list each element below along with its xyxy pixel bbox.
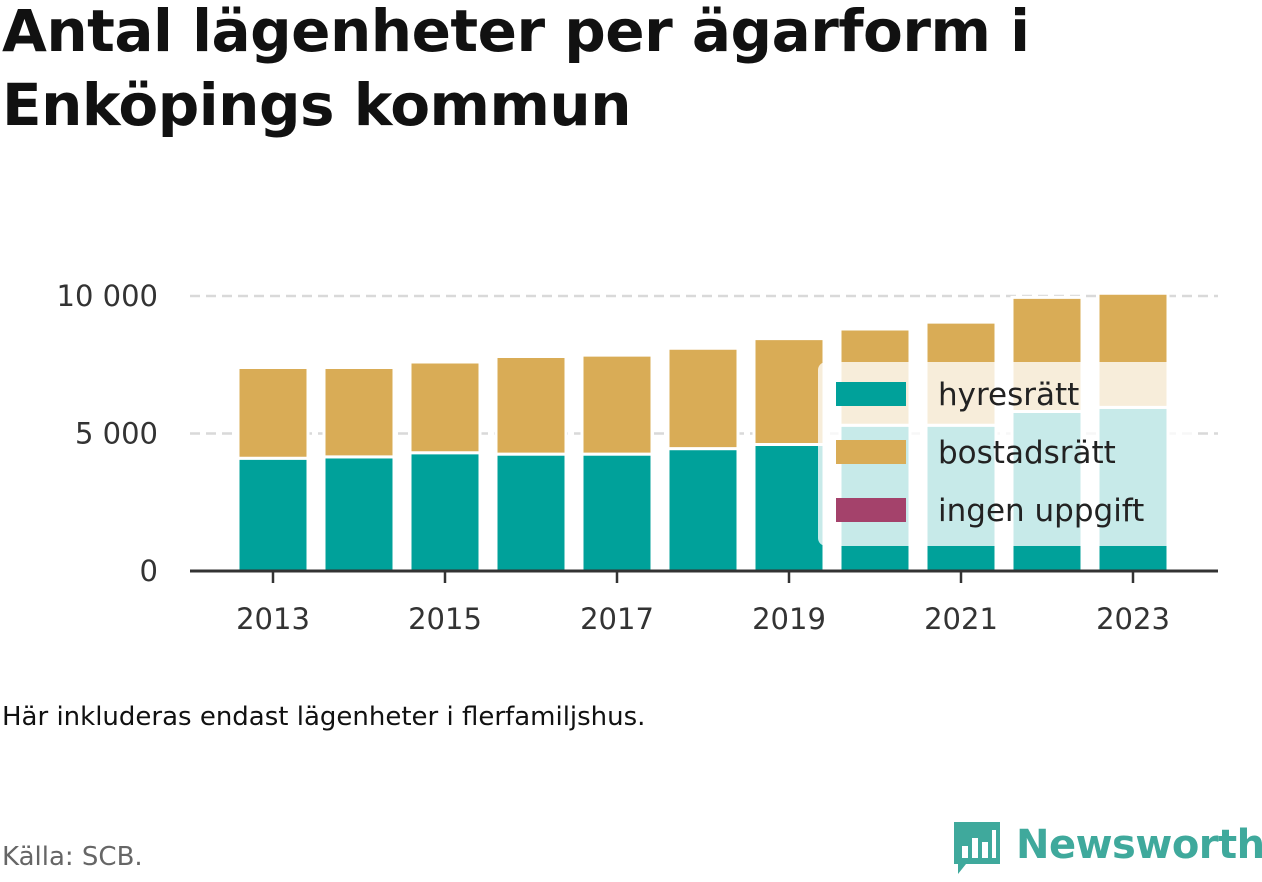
source-text: Källa: SCB. bbox=[2, 842, 143, 872]
legend-swatch bbox=[836, 440, 906, 464]
legend-swatch bbox=[836, 498, 906, 522]
legend-label: ingen uppgift bbox=[938, 493, 1144, 529]
x-tick-label: 2015 bbox=[408, 602, 482, 636]
bar-segment bbox=[322, 366, 396, 459]
stacked-bar-chart: 0 5 000 10 000 2013 2015 2017 2019 2021 2023 hyr… bbox=[57, 279, 1218, 636]
x-tick-label: 2019 bbox=[752, 602, 826, 636]
y-tick-label: 0 bbox=[140, 554, 158, 588]
brand-name: Newsworthy bbox=[1016, 822, 1262, 868]
y-tick-label: 5 000 bbox=[75, 417, 158, 451]
bar-segment bbox=[494, 452, 568, 573]
legend-label: bostadsrätt bbox=[938, 435, 1116, 471]
bar-chart-speech-bubble-icon bbox=[954, 822, 1000, 874]
y-tick-label: 10 000 bbox=[57, 279, 158, 313]
bar-segment bbox=[666, 346, 740, 451]
axes: 0 5 000 10 000 2013 2015 2017 2019 2021 2023 bbox=[57, 279, 1218, 636]
x-tick-label: 2023 bbox=[1096, 602, 1170, 636]
x-tick-label: 2021 bbox=[924, 602, 998, 636]
newsworthy-logo[interactable]: Newsworthy bbox=[950, 818, 1262, 878]
legend: hyresrätt bostadsrätt ingen uppgift bbox=[818, 362, 1198, 546]
bar-segment bbox=[494, 355, 568, 456]
bar-segment bbox=[236, 456, 310, 573]
chart-title: Antal lägenheter per ägarform i Enköping… bbox=[2, 0, 1030, 139]
bar-segment bbox=[408, 360, 482, 455]
bar-segment bbox=[580, 353, 654, 456]
bar-segment bbox=[580, 452, 654, 573]
chart-note: Här inkluderas endast lägenheter i flerf… bbox=[2, 702, 646, 732]
x-tick-label: 2017 bbox=[580, 602, 654, 636]
bar-segment bbox=[752, 337, 826, 446]
legend-label: hyresrätt bbox=[938, 377, 1079, 413]
bar-segment bbox=[752, 443, 826, 573]
bar-segment bbox=[666, 447, 740, 573]
legend-swatch bbox=[836, 382, 906, 406]
bar-segment bbox=[236, 366, 310, 460]
x-tick-label: 2013 bbox=[236, 602, 310, 636]
bar-segment bbox=[408, 451, 482, 573]
bar-segment bbox=[322, 455, 396, 573]
legend-box bbox=[818, 362, 1198, 546]
